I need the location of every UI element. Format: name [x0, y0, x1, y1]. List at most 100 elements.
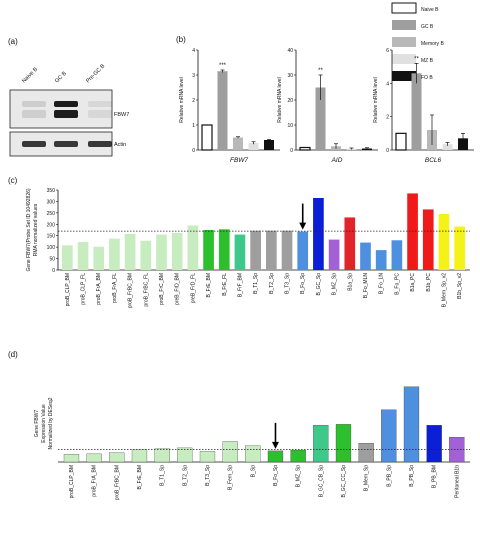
category-label: B_Fo_MLN — [363, 273, 369, 299]
y-tick-label: 30 — [287, 73, 293, 79]
band-fbw7 — [88, 110, 112, 118]
category-label: B_Fo_Sp — [300, 273, 306, 294]
y-tick-label: 20 — [287, 98, 293, 104]
legend-swatch-naive — [391, 2, 417, 14]
bar — [233, 137, 243, 150]
category-label: proB_FrA_BM — [96, 273, 102, 305]
panel-label-d: (d) — [8, 350, 18, 359]
category-label: B_Fo_Sp — [273, 465, 279, 486]
bar — [63, 454, 80, 463]
bar — [375, 250, 387, 270]
category-label: B_PB_Sp — [386, 465, 392, 487]
band-fbw7 — [54, 101, 78, 107]
y-axis-label: Gene FBW7Expression ValueNormalized by D… — [34, 397, 54, 449]
bar — [234, 234, 246, 270]
bar — [140, 240, 152, 270]
category-label: B_Fem_Sp — [228, 465, 234, 490]
y-tick-label: 40 — [287, 48, 293, 54]
band-fbw7 — [22, 110, 46, 118]
significance-mark: *** — [219, 63, 227, 69]
category-label: B_T1_Sp — [160, 465, 166, 486]
category-label: B_Sp — [250, 465, 256, 477]
legend-swatch-memory — [392, 37, 416, 47]
bar — [109, 452, 125, 463]
bar — [426, 425, 442, 463]
category-label: B_T3_Sp — [285, 273, 291, 294]
y-tick-label: 200 — [47, 222, 56, 228]
category-label: B_FrF_BM — [237, 273, 243, 297]
y-tick-label: 250 — [47, 211, 56, 217]
y-axis-label-line: Normalized by DESeq2 — [48, 397, 54, 449]
y-tick-label: 6 — [386, 48, 389, 54]
y-axis-label: Relative mRNA level — [179, 77, 185, 123]
y-tick-label: 10 — [287, 123, 293, 129]
category-label: B_Mem_Sp_v2 — [441, 273, 447, 307]
bar — [442, 144, 453, 150]
bar — [360, 242, 371, 270]
y-tick-label: 100 — [47, 245, 56, 251]
category-label: B_T3_Sp — [205, 465, 211, 486]
y-tick-label: 50 — [49, 257, 55, 263]
bar — [77, 242, 89, 270]
bar — [313, 198, 324, 270]
category-label: proB_FrBC_FL — [143, 273, 149, 307]
category-label: proB_CLP_BM — [69, 465, 75, 498]
bar — [328, 239, 340, 270]
y-axis-label-line: RMA normalized values — [33, 203, 39, 256]
bar — [315, 87, 326, 150]
y-axis-label: Gene FBW7(Probe Set ID:10492826)RMA norm… — [26, 188, 39, 271]
y-tick-label: 4 — [192, 48, 195, 54]
bar — [62, 245, 73, 270]
category-label: B1a_Sp — [347, 273, 353, 291]
y-tick-label: 300 — [47, 199, 56, 205]
category-label: proB_CLP_BM — [65, 273, 71, 306]
chart-bcl6: 0 2 4 6 Relative mRNA level ** BCL6 — [373, 48, 474, 164]
bar — [124, 233, 136, 270]
legend-swatch-fo — [392, 71, 416, 81]
arrow-head — [299, 222, 307, 230]
y-tick-label: 3 — [192, 73, 195, 79]
bar — [248, 143, 259, 150]
chart-aid: 0 10 20 30 40 Relative mRNA level ** AID — [277, 48, 378, 164]
category-label: Peritoneal B1b — [454, 465, 460, 498]
bar — [154, 448, 170, 463]
bar — [281, 230, 293, 270]
category-label: B_MZ_Sp — [296, 465, 302, 487]
category-label: proB_FrC_BM — [159, 273, 165, 305]
category-label: B_T2_Sp — [269, 273, 275, 294]
category-label: preB_FrD_BM — [175, 273, 181, 305]
category-label: B_T2_Sp — [182, 465, 188, 486]
bar — [438, 214, 450, 270]
bar — [250, 230, 261, 270]
category-label: proB_FrA_BM — [92, 465, 98, 497]
category-label: proB_FrA_FL — [112, 273, 118, 303]
y-tick-label: 2 — [192, 98, 195, 104]
category-label: B_T1_Sp — [253, 273, 259, 294]
bar — [290, 449, 306, 463]
significance-mark: ** — [414, 56, 419, 62]
blot-box-fbw7 — [9, 89, 113, 129]
panel-label-a: (a) — [8, 37, 18, 46]
y-axis-label-line: Gene FBW7 — [34, 410, 40, 438]
band-actin — [88, 141, 112, 147]
bar — [403, 386, 420, 463]
y-tick-label: 350 — [47, 188, 56, 194]
legend-label-fo: FO B — [421, 75, 433, 81]
bar — [171, 232, 183, 270]
bar — [264, 140, 274, 150]
y-axis-label: Relative mRNA level — [277, 77, 283, 123]
lane-label: GC B — [54, 70, 68, 84]
bar — [313, 425, 329, 463]
chart-rnaseq: Gene FBW7Expression ValueNormalized by D… — [34, 386, 470, 500]
bar — [299, 146, 311, 151]
category-label: preB_FrD_FL — [190, 273, 196, 304]
y-tick-label: 0 — [52, 268, 55, 274]
legend-label-memory: Memory B — [421, 41, 444, 47]
lane-label: Pre-GC B — [85, 63, 106, 84]
panel-label-c: (c) — [8, 176, 18, 185]
significance-mark: ** — [318, 68, 323, 74]
y-axis-label: Relative mRNA level — [373, 77, 379, 123]
y-tick-label: 1 — [192, 123, 195, 129]
lane-label: Naive B — [21, 66, 39, 84]
